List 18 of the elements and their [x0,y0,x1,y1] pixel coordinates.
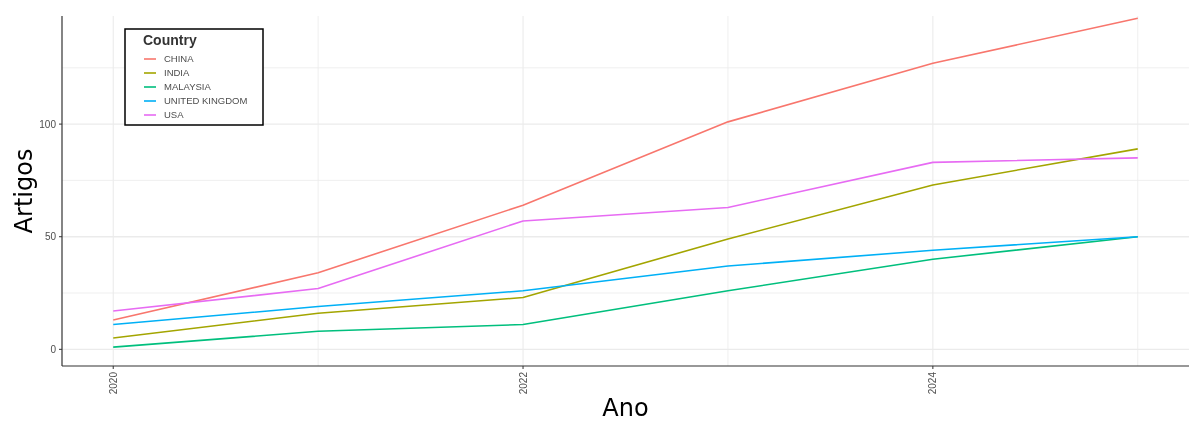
x-tick-label: 2024 [927,371,939,395]
y-tick-label: 0 [50,343,57,355]
x-tick-label: 2022 [517,371,529,395]
line-series [112,157,1139,312]
legend-label: INDIA [164,67,190,79]
legend-label: MALAYSIA [164,81,212,93]
x-tick-label: 2020 [107,371,119,395]
line-series [112,148,1139,339]
legend-label: UNITED KINGDOM [164,95,248,107]
line-series [112,235,1139,326]
y-axis-title: Artigos [10,148,38,234]
legend-title: Country [143,32,197,48]
legend-label: USA [164,109,185,121]
y-tick-label: 100 [39,118,57,130]
legend-label: CHINA [164,53,195,65]
y-tick-label: 50 [44,231,57,243]
line-series [112,17,1139,321]
x-axis-title: Ano [602,394,649,422]
